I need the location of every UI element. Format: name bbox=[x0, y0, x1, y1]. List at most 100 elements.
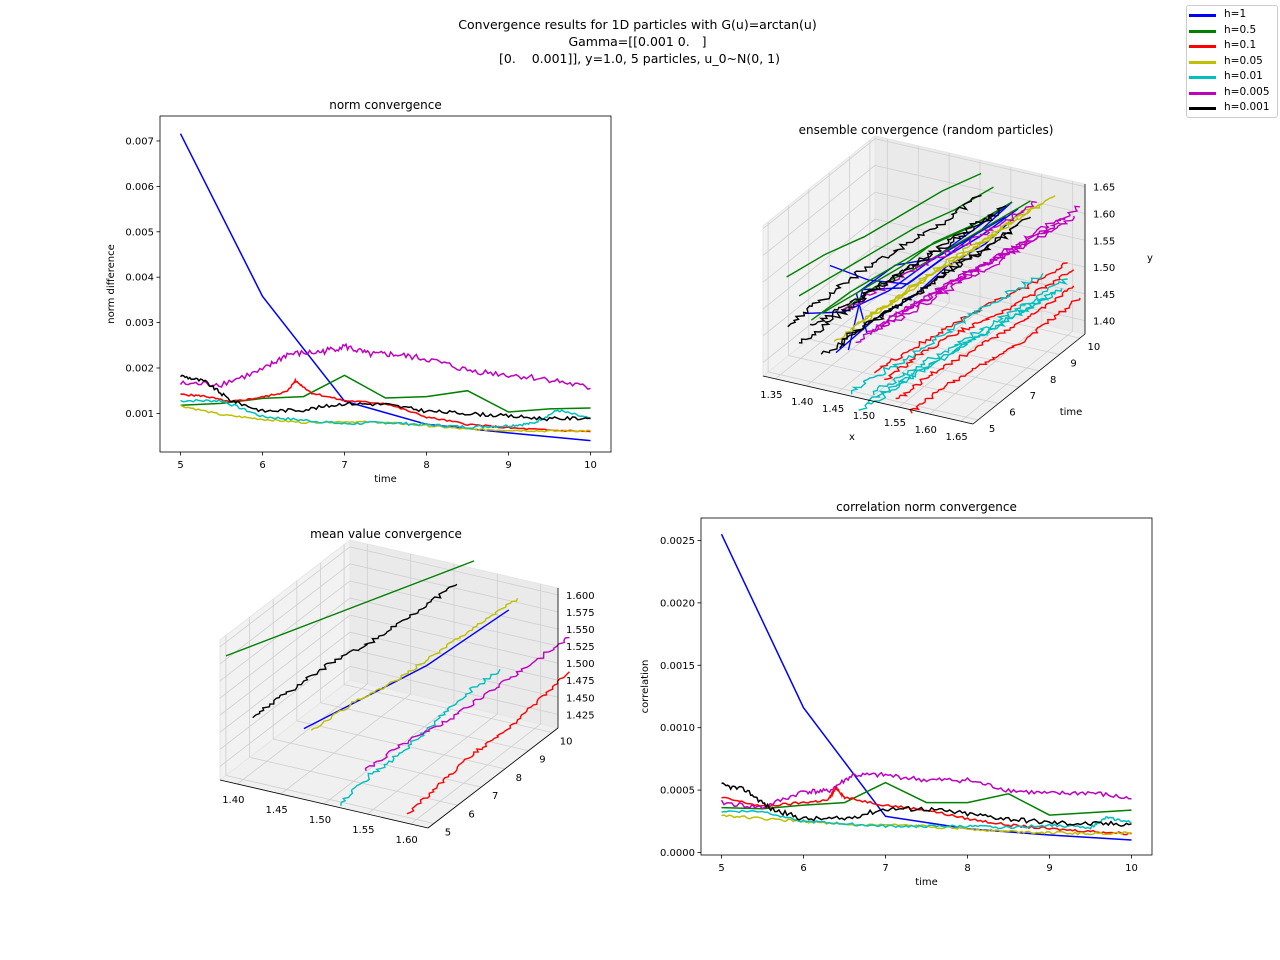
chart-title: mean value convergence bbox=[310, 527, 462, 541]
x-axis-label: time bbox=[374, 474, 397, 485]
series-line bbox=[225, 560, 475, 657]
legend-swatch bbox=[1189, 45, 1216, 48]
series-line bbox=[179, 342, 591, 390]
legend-label: h=0.05 bbox=[1224, 54, 1263, 67]
chart-2: 1.35 1.40 1.45 1.50 1.55 1.60 1.65 5 6 7 8 9 10 1.40 1… bbox=[760, 123, 1153, 443]
series-line bbox=[180, 374, 591, 413]
x-tick-label: 7 bbox=[341, 460, 347, 471]
y-tick-label: 6 bbox=[1009, 408, 1015, 419]
series-line bbox=[829, 201, 1013, 285]
y-tick-label: 0.0005 bbox=[660, 786, 695, 797]
grid-line bbox=[320, 702, 529, 752]
series-line bbox=[364, 636, 570, 771]
y-tick-label: 0.0015 bbox=[660, 661, 695, 672]
y-tick-label: 0.001 bbox=[125, 409, 154, 420]
legend-label: h=1 bbox=[1224, 8, 1247, 20]
y-tick-label: 5 bbox=[445, 827, 451, 838]
series-line bbox=[787, 194, 982, 328]
legend-swatch bbox=[1189, 107, 1216, 110]
series-line bbox=[720, 771, 1132, 810]
grid-line bbox=[836, 302, 950, 394]
grid-line bbox=[874, 165, 1086, 214]
y-axis-label: correlation bbox=[640, 660, 651, 714]
y-tick-label: 10 bbox=[560, 737, 573, 748]
grid-line bbox=[762, 165, 876, 256]
grid-line bbox=[867, 309, 981, 401]
y-tick-label: 10 bbox=[1088, 342, 1101, 353]
plot-area bbox=[160, 116, 611, 452]
grid-line bbox=[929, 323, 1043, 415]
legend-label: h=0.001 bbox=[1224, 101, 1270, 113]
pane-side bbox=[762, 134, 876, 378]
z-tick-label: 1.65 bbox=[1093, 183, 1115, 194]
legend-swatch bbox=[1189, 76, 1216, 79]
legend-swatch bbox=[1189, 29, 1216, 33]
legend-swatch bbox=[1189, 91, 1216, 95]
z-tick-label: 1.60 bbox=[1093, 209, 1115, 220]
x-tick-label: 6 bbox=[259, 460, 265, 471]
grid-line bbox=[219, 546, 351, 648]
legend-swatch bbox=[1189, 60, 1216, 64]
plot-area bbox=[701, 518, 1152, 855]
y-tick-label: 7 bbox=[1030, 391, 1036, 402]
series-line bbox=[861, 195, 1056, 323]
series-line bbox=[895, 285, 1075, 400]
y-tick-label: 0.0010 bbox=[660, 723, 695, 734]
z-axis-label: y bbox=[1147, 253, 1153, 264]
series-line bbox=[909, 297, 1081, 414]
z-tick-label: 1.550 bbox=[566, 625, 595, 636]
grid-line bbox=[410, 723, 541, 825]
x-tick-label: 1.45 bbox=[266, 805, 288, 816]
x-tick-label: 9 bbox=[1046, 863, 1052, 874]
grid-line bbox=[762, 191, 876, 283]
series-line bbox=[839, 216, 1032, 349]
grid-line bbox=[249, 756, 458, 806]
series-line bbox=[721, 809, 1132, 830]
series-line bbox=[877, 215, 1075, 330]
x-tick-label: 10 bbox=[1125, 863, 1138, 874]
legend-label: h=0.1 bbox=[1224, 39, 1257, 51]
grid-line bbox=[219, 631, 351, 733]
axis-line bbox=[762, 375, 974, 425]
z-tick-label: 1.55 bbox=[1093, 236, 1115, 247]
x-tick-label: 1.40 bbox=[791, 397, 813, 408]
series-line bbox=[786, 172, 982, 278]
series-line bbox=[867, 288, 1063, 405]
z-tick-label: 1.450 bbox=[566, 693, 595, 704]
x-tick-label: 8 bbox=[423, 460, 429, 471]
figure-suptitle: Convergence results for 1D particles wit… bbox=[458, 17, 817, 66]
series-line bbox=[340, 668, 501, 806]
grid-line bbox=[808, 338, 1019, 388]
y-tick-label: 0.003 bbox=[125, 318, 154, 329]
y-axis-label: norm difference bbox=[106, 244, 117, 324]
grid-line bbox=[349, 648, 559, 698]
grid-line bbox=[219, 666, 351, 767]
x-tick-label: 1.50 bbox=[309, 815, 331, 826]
y-tick-label: 6 bbox=[468, 809, 474, 820]
series-line bbox=[851, 273, 1044, 395]
grid-line bbox=[349, 665, 559, 715]
series-line bbox=[721, 782, 1132, 827]
grid-line bbox=[219, 580, 351, 682]
grid-line bbox=[349, 631, 559, 681]
chart-4: 5 6 7 8 9 10 0.0000 0.0005 0.0010 0.0015 0.0020 0.0… bbox=[640, 500, 1153, 888]
z-tick-label: 1.500 bbox=[566, 659, 595, 670]
chart-title: correlation norm convergence bbox=[836, 500, 1017, 514]
legend: h=1 h=0.5 h=0.1 h=0.05 h=0.01 h=0.005 h=… bbox=[1186, 5, 1278, 118]
x-tick-label: 1.45 bbox=[822, 404, 844, 415]
grid-line bbox=[849, 306, 1060, 355]
y-tick-label: 0.0025 bbox=[660, 536, 695, 547]
y-axis-label: time bbox=[1060, 407, 1083, 418]
z-tick-label: 1.425 bbox=[566, 710, 595, 721]
series-line bbox=[406, 671, 570, 815]
series-line bbox=[809, 205, 1007, 326]
y-tick-label: 0.0000 bbox=[660, 848, 695, 859]
legend-label: h=0.5 bbox=[1224, 23, 1257, 36]
series-line bbox=[888, 205, 1080, 317]
grid-line bbox=[349, 563, 559, 613]
grid-line bbox=[874, 138, 1086, 188]
grid-line bbox=[762, 218, 876, 310]
y-tick-label: 8 bbox=[516, 773, 522, 784]
x-tick-label: 1.60 bbox=[396, 835, 418, 846]
